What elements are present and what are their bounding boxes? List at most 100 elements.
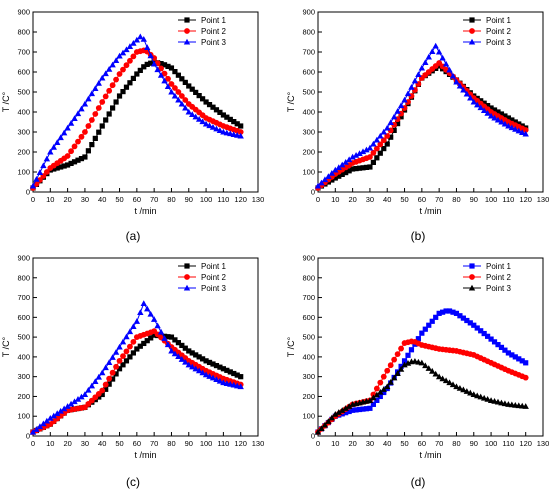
data-point <box>67 120 75 126</box>
data-point <box>446 379 453 386</box>
data-point <box>495 342 501 348</box>
data-point <box>134 71 140 77</box>
data-point <box>78 105 85 112</box>
x-tick-label: 90 <box>185 439 193 448</box>
series-line <box>317 360 526 433</box>
data-point <box>182 358 189 365</box>
y-tick-label: 700 <box>17 293 30 302</box>
y-tick-label: 500 <box>17 333 30 342</box>
data-point <box>116 357 123 364</box>
data-point <box>216 127 224 133</box>
data-point <box>411 77 419 84</box>
data-point <box>200 96 206 102</box>
data-point <box>450 309 456 315</box>
y-tick-label: 400 <box>17 352 30 361</box>
y-axis-label: T /C° <box>286 336 296 357</box>
x-tick-label: 70 <box>435 439 443 448</box>
data-point <box>373 391 381 398</box>
data-point <box>453 383 460 390</box>
data-point <box>213 362 220 369</box>
data-point <box>467 389 474 396</box>
y-tick-label: 300 <box>17 128 30 137</box>
data-point <box>463 90 471 97</box>
data-point <box>380 386 387 392</box>
chart-panel-1: 0 10 20 30 40 50 60 70 80 90 100 110 120 130 0 100 200 30… <box>1 8 264 217</box>
data-point <box>126 43 134 49</box>
x-tick-label: 120 <box>519 439 532 448</box>
data-point <box>103 117 109 123</box>
data-point <box>491 339 498 345</box>
y-tick-label: 500 <box>302 333 315 342</box>
data-point <box>120 353 126 359</box>
x-tick-label: 110 <box>502 195 514 204</box>
data-point <box>148 335 154 341</box>
data-point <box>442 60 450 67</box>
data-point <box>172 85 178 91</box>
chart-panel-3: 0 10 20 30 40 50 60 70 80 90 100 110 120 130 0 100 200 30… <box>1 254 264 461</box>
y-tick-label: 300 <box>17 372 30 381</box>
data-point <box>332 175 338 181</box>
data-point <box>346 408 352 415</box>
data-point <box>429 48 436 55</box>
legend-marker <box>469 263 475 269</box>
data-point <box>321 421 329 428</box>
legend-marker <box>184 28 190 34</box>
data-point <box>112 57 120 63</box>
data-point <box>161 62 168 68</box>
data-point <box>426 322 432 328</box>
y-tick-label: 900 <box>17 254 30 263</box>
data-point <box>196 354 202 360</box>
data-point <box>123 333 130 340</box>
data-point <box>178 100 186 107</box>
data-point <box>498 344 505 350</box>
data-point <box>439 375 446 382</box>
data-point <box>463 388 471 394</box>
data-point <box>339 407 346 413</box>
legend-label: Point 2 <box>486 273 511 282</box>
data-point <box>388 134 394 140</box>
data-point <box>203 358 209 364</box>
data-point <box>92 85 99 91</box>
data-point <box>390 113 398 120</box>
panel-label: (d) <box>411 475 426 489</box>
data-point <box>350 166 356 172</box>
data-point <box>133 318 141 324</box>
data-point <box>370 401 376 407</box>
data-point <box>370 140 377 147</box>
data-point <box>110 376 116 382</box>
x-tick-label: 40 <box>383 195 391 204</box>
data-point <box>157 72 165 78</box>
data-point <box>401 96 408 103</box>
data-point <box>401 358 408 364</box>
data-point <box>102 70 109 77</box>
data-point <box>349 153 356 160</box>
data-point <box>193 352 199 358</box>
data-point <box>377 379 384 386</box>
data-point <box>140 300 147 307</box>
data-point <box>460 86 467 93</box>
data-point <box>227 116 233 122</box>
data-point <box>105 66 113 72</box>
data-point <box>179 342 185 349</box>
data-point <box>508 124 516 131</box>
data-point <box>394 108 401 114</box>
x-tick-label: 40 <box>98 195 106 204</box>
data-point <box>321 176 329 183</box>
y-tick-label: 0 <box>26 432 30 441</box>
x-tick-label: 0 <box>316 195 320 204</box>
data-point <box>85 148 91 154</box>
x-tick-label: 30 <box>81 195 89 204</box>
data-point <box>491 114 498 121</box>
legend-marker <box>468 38 476 45</box>
data-point <box>339 171 345 177</box>
data-point <box>456 384 464 391</box>
data-point <box>377 132 384 139</box>
data-point <box>353 166 359 172</box>
data-point <box>110 105 116 111</box>
data-point <box>172 69 178 75</box>
data-point <box>189 363 196 370</box>
data-point <box>453 310 460 316</box>
x-tick-label: 90 <box>470 195 478 204</box>
data-point <box>92 111 99 117</box>
legend-label: Point 3 <box>486 284 511 293</box>
